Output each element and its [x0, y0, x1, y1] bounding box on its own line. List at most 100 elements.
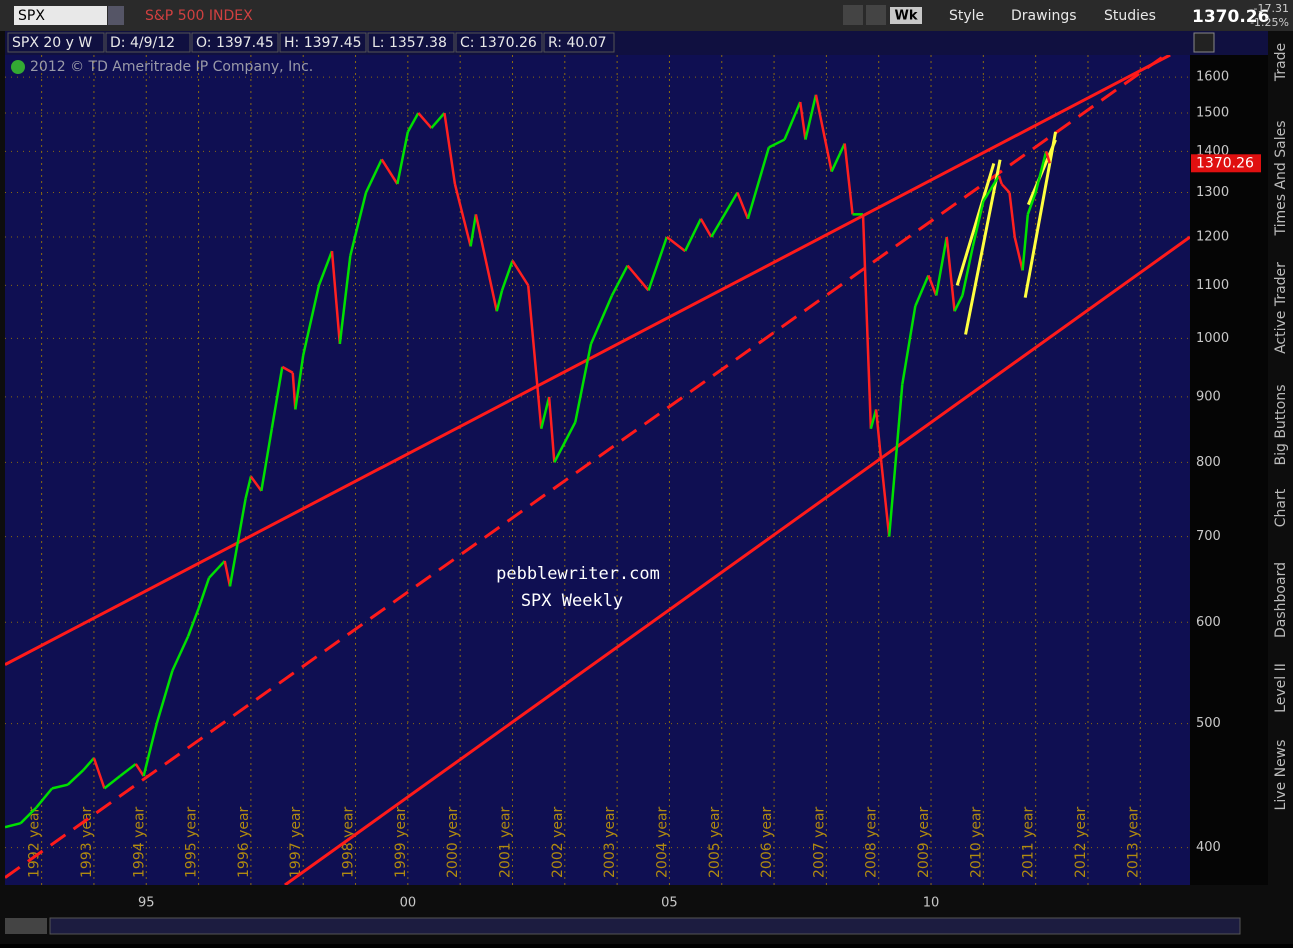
zoom-buttons[interactable] — [5, 918, 47, 934]
price-segment — [228, 498, 247, 587]
price-segment — [1021, 214, 1030, 271]
price-segment — [453, 183, 472, 247]
x-axis: 95 00 05 10 — [138, 896, 939, 911]
header-item: R: 40.07 — [548, 35, 607, 51]
header-item: H: 1397.45 — [284, 35, 362, 51]
price-segment — [338, 255, 352, 345]
scrollbar[interactable] — [49, 917, 1241, 935]
header-box — [105, 32, 191, 53]
year-label: 2000 year — [445, 806, 461, 878]
price-segment — [814, 94, 833, 172]
price-segment — [317, 250, 334, 286]
price-segment — [474, 214, 499, 312]
trend-line — [5, 55, 1167, 879]
year-label: 1997 year — [288, 806, 304, 878]
price-segment — [500, 260, 514, 291]
price-segment — [301, 285, 321, 356]
year-label: 2008 year — [864, 806, 880, 878]
price-segment — [291, 372, 297, 410]
price-segment — [997, 175, 1003, 185]
price-segment — [880, 462, 891, 537]
side-tab[interactable]: Times And Sales — [1273, 120, 1289, 236]
year-label: 2007 year — [811, 806, 827, 878]
price-segment — [589, 295, 614, 345]
symbol-dropdown[interactable] — [108, 6, 124, 25]
price-segment — [119, 762, 137, 778]
trend-line — [955, 162, 996, 286]
studies-button[interactable]: Studies — [1104, 8, 1156, 24]
drawings-button[interactable]: Drawings — [1011, 8, 1077, 24]
price-segment — [1013, 236, 1024, 271]
price-segment — [66, 769, 85, 786]
price-segment — [901, 305, 917, 385]
price-segment — [953, 295, 964, 312]
price-segment — [142, 723, 158, 777]
price-segment — [935, 236, 948, 296]
header-bar — [5, 31, 1268, 55]
price-segment — [260, 428, 274, 492]
side-tab[interactable]: Big Buttons — [1273, 384, 1289, 465]
year-label: 2010 year — [968, 806, 984, 878]
price-segment — [1034, 151, 1048, 193]
side-tab[interactable]: Dashboard — [1273, 562, 1289, 638]
price-segment — [684, 218, 702, 252]
y-tick-label: 1000 — [1196, 331, 1229, 346]
y-tick-label: 1100 — [1196, 278, 1229, 293]
copyright: 2012 © TD Ameritrade IP Company, Inc. — [30, 59, 313, 75]
y-tick-label: 1300 — [1196, 185, 1229, 200]
year-label: 2006 year — [759, 806, 775, 878]
wk-button[interactable] — [890, 7, 922, 24]
price-segment — [186, 608, 200, 637]
price-segment — [1000, 183, 1011, 194]
tool-icon[interactable] — [866, 5, 886, 25]
x-tick-label: 00 — [400, 896, 417, 911]
price-segment — [208, 560, 226, 579]
style-button[interactable]: Style — [949, 8, 984, 24]
price-segment — [103, 775, 121, 790]
header-item: D: 4/9/12 — [110, 35, 175, 51]
price-segment — [51, 783, 69, 790]
pct-change: -1.25% — [1250, 16, 1289, 29]
price-segment — [887, 384, 904, 537]
price-segment — [804, 94, 818, 140]
price-segment — [914, 274, 930, 307]
side-tab[interactable]: Active Trader — [1273, 262, 1289, 354]
year-label: 1994 year — [131, 806, 147, 878]
header-item: C: 1370.26 — [460, 35, 537, 51]
header-box — [367, 32, 455, 53]
price-segment — [798, 101, 807, 140]
header-box — [279, 32, 367, 53]
symbol-box[interactable] — [14, 6, 107, 25]
price-segment — [155, 670, 174, 724]
year-label: 1998 year — [341, 806, 357, 878]
watermark: pebblewriter.com — [496, 564, 660, 584]
price-segment — [171, 635, 190, 672]
header-box — [455, 32, 543, 53]
side-tab[interactable]: Chart — [1273, 488, 1289, 527]
price-segment — [495, 290, 504, 312]
year-label: 1992 year — [27, 806, 43, 878]
year-label: 2001 year — [497, 806, 513, 878]
year-label: 2013 year — [1125, 806, 1141, 878]
price-segment — [666, 236, 686, 253]
header-box — [543, 32, 615, 53]
trend-line — [284, 235, 1190, 885]
x-tick-label: 95 — [138, 896, 155, 911]
price-segment — [469, 214, 478, 247]
price-segment — [294, 355, 305, 410]
y-tick-label: 1500 — [1196, 106, 1229, 121]
y-tick-label: 900 — [1196, 389, 1221, 404]
y-tick-label: 800 — [1196, 455, 1221, 470]
last-price-tag — [1191, 154, 1261, 173]
tool-icon[interactable] — [843, 5, 863, 25]
y-tick-label: 500 — [1196, 716, 1221, 731]
price-segment — [736, 192, 750, 220]
net-change: -17.31 — [1254, 2, 1289, 15]
side-tab[interactable]: Trade — [1273, 43, 1289, 82]
chart-settings[interactable] — [1193, 32, 1215, 53]
year-label: 2009 year — [916, 806, 932, 878]
price-segment — [626, 264, 650, 292]
side-tab[interactable]: Level II — [1273, 663, 1289, 713]
price-segment — [540, 396, 551, 429]
side-tab[interactable]: Live News — [1273, 740, 1289, 811]
